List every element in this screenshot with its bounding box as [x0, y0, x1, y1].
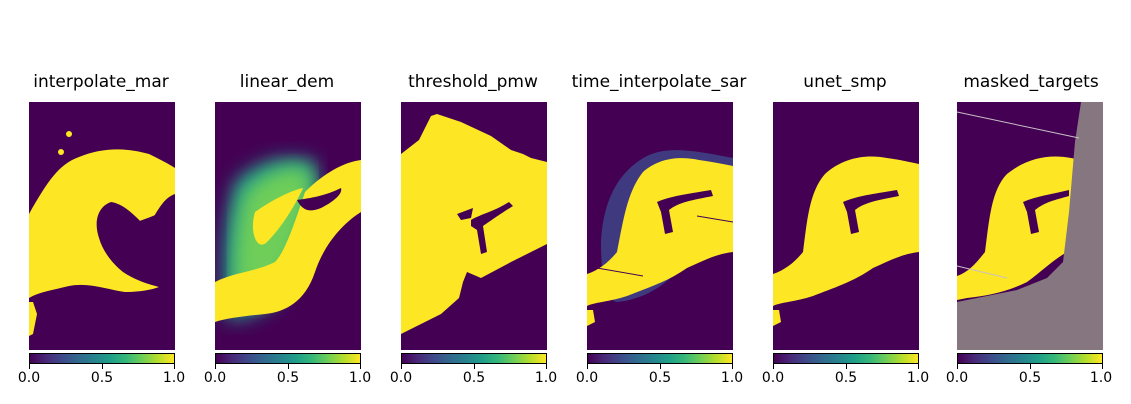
colorbar-tick-label: 1.0 [720, 370, 744, 386]
colorbar-tick-label: 0.5 [462, 370, 486, 386]
colorbar-tick [288, 364, 289, 369]
colorbar [215, 353, 361, 364]
panel-time-interpolate-sar: time_interpolate_sar 0.0 0.5 1.0 [569, 0, 749, 404]
panel-title: time_interpolate_sar [571, 72, 747, 92]
colorbar-tick-label: 1.0 [906, 370, 930, 386]
colorbar-tick-label: 0.0 [761, 370, 785, 386]
colorbar-tick [546, 364, 547, 369]
colorbar-tick-label: 0.0 [575, 370, 599, 386]
colorbar-tick-label: 0.5 [1018, 370, 1042, 386]
colorbar [587, 353, 733, 364]
colorbar-tick-label: 1.0 [534, 370, 558, 386]
heatmap-time-interpolate-sar [587, 102, 733, 350]
colorbar-tick [957, 364, 958, 369]
colorbar-tick-label: 0.5 [90, 370, 114, 386]
colorbar-tick [660, 364, 661, 369]
heatmap-interpolate-mar [29, 102, 175, 350]
colorbar-tick [846, 364, 847, 369]
panel-masked-targets: masked_targets 0.0 0.5 1.0 [941, 0, 1121, 404]
colorbar-tick-label: 0.5 [648, 370, 672, 386]
colorbar-tick-label: 0.5 [834, 370, 858, 386]
colorbar-tick [1030, 364, 1031, 369]
colorbar-tick [773, 364, 774, 369]
colorbar [29, 353, 175, 364]
colorbar-tick [102, 364, 103, 369]
panel-title: linear_dem [239, 72, 335, 92]
colorbar [773, 353, 919, 364]
colorbar-tick [474, 364, 475, 369]
panel-linear-dem: linear_dem 0.0 0.5 1.0 [197, 0, 377, 404]
colorbar-tick-label: 1.0 [348, 370, 372, 386]
colorbar-tick [174, 364, 175, 369]
colorbar-tick [29, 364, 30, 369]
colorbar-tick [401, 364, 402, 369]
panel-unet-smp: unet_smp 0.0 0.5 1.0 [755, 0, 935, 404]
colorbar [957, 353, 1103, 364]
panel-title: threshold_pmw [408, 72, 538, 92]
colorbar-tick [360, 364, 361, 369]
colorbar-tick-label: 0.0 [945, 370, 969, 386]
colorbar-tick-label: 0.0 [389, 370, 413, 386]
panel-title: interpolate_mar [33, 72, 169, 92]
colorbar-tick [1102, 364, 1103, 369]
colorbar-tick [215, 364, 216, 369]
panel-threshold-pmw: threshold_pmw 0.0 0.5 1.0 [383, 0, 563, 404]
panel-interpolate-mar: interpolate_mar 0.0 0.5 1.0 [11, 0, 191, 404]
heatmap-threshold-pmw [401, 102, 547, 350]
panel-title: unet_smp [803, 72, 887, 92]
colorbar-tick [918, 364, 919, 369]
panel-title: masked_targets [963, 72, 1099, 92]
heatmap-masked-targets [957, 102, 1103, 350]
heatmap-linear-dem [215, 102, 361, 350]
colorbar-tick [587, 364, 588, 369]
colorbar-tick-label: 1.0 [1089, 370, 1113, 386]
colorbar-tick-label: 1.0 [162, 370, 186, 386]
heatmap-unet-smp [773, 102, 919, 350]
colorbar-tick-label: 0.0 [203, 370, 227, 386]
colorbar-tick [732, 364, 733, 369]
colorbar-tick-label: 0.5 [276, 370, 300, 386]
colorbar [401, 353, 547, 364]
colorbar-tick-label: 0.0 [17, 370, 41, 386]
